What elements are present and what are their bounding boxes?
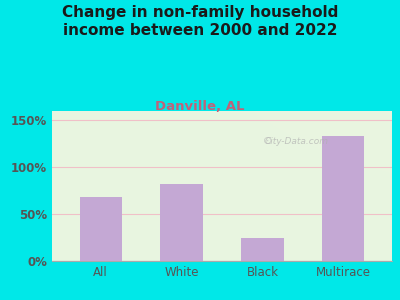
Text: Danville, AL: Danville, AL (155, 100, 245, 113)
Text: Change in non-family household
income between 2000 and 2022: Change in non-family household income be… (62, 4, 338, 38)
Bar (242, 238, 284, 261)
Bar (80, 197, 122, 261)
Bar (160, 184, 202, 261)
Text: ⊙: ⊙ (263, 136, 272, 146)
Text: City-Data.com: City-Data.com (265, 136, 329, 146)
Bar (322, 136, 364, 261)
